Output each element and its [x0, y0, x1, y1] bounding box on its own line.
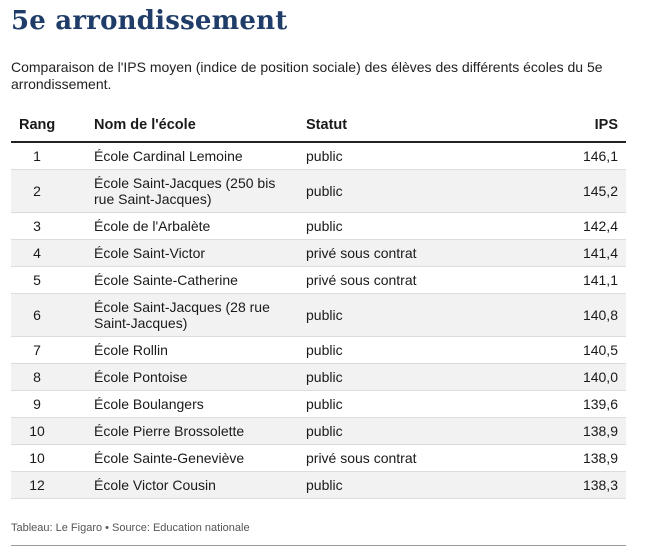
school-name-cell: École Sainte-Geneviève [63, 444, 306, 472]
school-name: École Pierre Brossolette [94, 423, 245, 439]
ranking-table: Rang Nom de l'école Statut IPS 1 École C… [11, 114, 626, 499]
table-row: 3 École de l'Arbalète public 142,4 [11, 212, 626, 240]
table-row: 9 École Boulangers public 139,6 [11, 390, 626, 418]
status-cell: privé sous contrat [306, 266, 506, 294]
school-name-cell: École Sainte-Catherine [63, 266, 306, 294]
table-row: 7 École Rollin public 140,5 [11, 336, 626, 364]
school-name-cell: École de l'Arbalète [63, 212, 306, 240]
table-header-row: Rang Nom de l'école Statut IPS [11, 114, 626, 143]
ips-cell: 140,0 [506, 363, 626, 391]
school-name-cell: École Cardinal Lemoine [63, 142, 306, 170]
ips-cell: 141,1 [506, 266, 626, 294]
rank-cell: 4 [11, 239, 63, 267]
school-name-cell: École Pontoise [63, 363, 306, 391]
ips-cell: 145,2 [506, 169, 626, 213]
school-name-cell: École Rollin [63, 336, 306, 364]
school-name-cell: École Saint-Victor [63, 239, 306, 267]
footer-separator: • [105, 522, 109, 534]
status-cell: privé sous contrat [306, 444, 506, 472]
status-cell: public [306, 336, 506, 364]
table-row: 5 École Sainte-Catherine privé sous cont… [11, 266, 626, 294]
rank-cell: 10 [11, 444, 63, 472]
table-row: 8 École Pontoise public 140,0 [11, 363, 626, 391]
footer-credit: Tableau: Le Figaro [11, 522, 103, 534]
school-name: École Victor Cousin [94, 477, 216, 493]
school-name: École Sainte-Geneviève [94, 450, 245, 466]
ips-cell: 139,6 [506, 390, 626, 418]
header-ips[interactable]: IPS [506, 114, 626, 143]
page-title: 5e arrondissement [11, 6, 288, 36]
school-name: École Saint-Jacques (250 bis rue Saint-J… [94, 175, 276, 207]
rank-cell: 1 [11, 142, 63, 170]
ips-cell: 138,9 [506, 417, 626, 445]
rank-cell: 8 [11, 363, 63, 391]
ips-cell: 140,8 [506, 293, 626, 337]
status-cell: privé sous contrat [306, 239, 506, 267]
status-cell: public [306, 293, 506, 337]
rank-cell: 10 [11, 417, 63, 445]
school-name-cell: École Boulangers [63, 390, 306, 418]
header-rank[interactable]: Rang [11, 114, 63, 143]
rank-cell: 5 [11, 266, 63, 294]
rank-cell: 9 [11, 390, 63, 418]
footer: Tableau: Le Figaro • Source: Education nat… [11, 522, 250, 534]
school-name: École Saint-Victor [94, 245, 206, 261]
status-cell: public [306, 390, 506, 418]
school-name: École Sainte-Catherine [94, 272, 238, 288]
table-row: 2 École Saint-Jacques (250 bis rue Saint… [11, 169, 626, 213]
school-name-cell: École Pierre Brossolette [63, 417, 306, 445]
rank-cell: 3 [11, 212, 63, 240]
footer-source: Source: Education nationale [111, 522, 250, 534]
ips-cell: 142,4 [506, 212, 626, 240]
table-row: 10 École Pierre Brossolette public 138,9 [11, 417, 626, 445]
school-name-cell: École Saint-Jacques (250 bis rue Saint-J… [63, 169, 306, 213]
header-school-name[interactable]: Nom de l'école [63, 114, 306, 143]
rank-cell: 6 [11, 293, 63, 337]
school-name-cell: École Victor Cousin [63, 471, 306, 499]
school-name: École Pontoise [94, 369, 188, 385]
status-cell: public [306, 169, 506, 213]
status-cell: public [306, 471, 506, 499]
school-name: École Rollin [94, 342, 168, 358]
rank-cell: 7 [11, 336, 63, 364]
status-cell: public [306, 142, 506, 170]
status-cell: public [306, 363, 506, 391]
school-name-cell: École Saint-Jacques (28 rue Saint-Jacque… [63, 293, 306, 337]
ips-cell: 138,9 [506, 444, 626, 472]
table-row: 12 École Victor Cousin public 138,3 [11, 471, 626, 499]
bottom-divider [11, 545, 626, 546]
school-name: École Boulangers [94, 396, 204, 412]
status-cell: public [306, 417, 506, 445]
status-cell: public [306, 212, 506, 240]
table-row: 6 École Saint-Jacques (28 rue Saint-Jacq… [11, 293, 626, 337]
school-name: École Saint-Jacques (28 rue Saint-Jacque… [94, 299, 270, 331]
rank-cell: 2 [11, 169, 63, 213]
header-status[interactable]: Statut [306, 114, 506, 143]
school-name: École Cardinal Lemoine [94, 148, 243, 164]
description: Comparaison de l'IPS moyen (indice de po… [11, 59, 603, 92]
ips-cell: 146,1 [506, 142, 626, 170]
ips-cell: 138,3 [506, 471, 626, 499]
school-name: École de l'Arbalète [94, 218, 211, 234]
ips-cell: 141,4 [506, 239, 626, 267]
table-row: 4 École Saint-Victor privé sous contrat … [11, 239, 626, 267]
table-row: 1 École Cardinal Lemoine public 146,1 [11, 142, 626, 170]
table-row: 10 École Sainte-Geneviève privé sous con… [11, 444, 626, 472]
ips-cell: 140,5 [506, 336, 626, 364]
rank-cell: 12 [11, 471, 63, 499]
